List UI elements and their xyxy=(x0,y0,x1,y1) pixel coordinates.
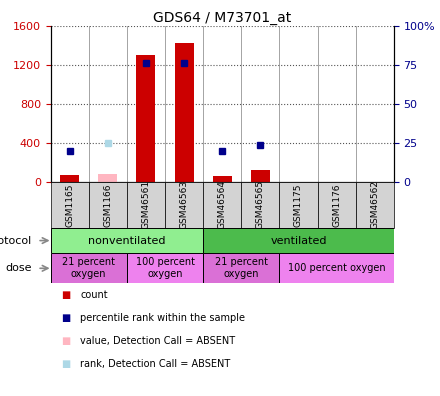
Text: value, Detection Call = ABSENT: value, Detection Call = ABSENT xyxy=(80,336,235,346)
FancyBboxPatch shape xyxy=(89,182,127,228)
Text: nonventilated: nonventilated xyxy=(88,236,165,246)
Text: GSM46563: GSM46563 xyxy=(180,180,189,230)
FancyBboxPatch shape xyxy=(51,253,127,283)
Text: ■: ■ xyxy=(62,313,71,323)
Text: protocol: protocol xyxy=(0,236,32,246)
FancyBboxPatch shape xyxy=(356,182,394,228)
FancyBboxPatch shape xyxy=(241,182,279,228)
Text: GSM1165: GSM1165 xyxy=(65,183,74,227)
FancyBboxPatch shape xyxy=(51,228,203,253)
Text: ■: ■ xyxy=(62,290,71,300)
Text: ■: ■ xyxy=(62,359,71,369)
Text: 100 percent
oxygen: 100 percent oxygen xyxy=(136,257,194,279)
FancyBboxPatch shape xyxy=(165,182,203,228)
Text: 21 percent
oxygen: 21 percent oxygen xyxy=(215,257,268,279)
FancyBboxPatch shape xyxy=(127,182,165,228)
Text: count: count xyxy=(80,290,108,300)
FancyBboxPatch shape xyxy=(203,182,241,228)
Bar xyxy=(251,170,270,182)
Bar xyxy=(213,176,232,182)
Text: ■: ■ xyxy=(62,336,71,346)
Text: GSM1176: GSM1176 xyxy=(332,183,341,227)
Text: GSM1166: GSM1166 xyxy=(103,183,112,227)
FancyBboxPatch shape xyxy=(318,182,356,228)
Text: 21 percent
oxygen: 21 percent oxygen xyxy=(62,257,115,279)
FancyBboxPatch shape xyxy=(203,228,394,253)
Text: dose: dose xyxy=(5,263,32,273)
FancyBboxPatch shape xyxy=(127,253,203,283)
FancyBboxPatch shape xyxy=(279,253,394,283)
Bar xyxy=(98,174,117,182)
Bar xyxy=(175,43,194,182)
Text: percentile rank within the sample: percentile rank within the sample xyxy=(80,313,245,323)
Text: GSM46564: GSM46564 xyxy=(218,181,227,229)
Text: GSM46561: GSM46561 xyxy=(141,180,150,230)
FancyBboxPatch shape xyxy=(203,253,279,283)
Title: GDS64 / M73701_at: GDS64 / M73701_at xyxy=(153,11,291,25)
FancyBboxPatch shape xyxy=(279,182,318,228)
Text: GSM1175: GSM1175 xyxy=(294,183,303,227)
Text: ventilated: ventilated xyxy=(270,236,327,246)
Bar xyxy=(136,55,155,182)
Text: rank, Detection Call = ABSENT: rank, Detection Call = ABSENT xyxy=(80,359,230,369)
FancyBboxPatch shape xyxy=(51,182,89,228)
Text: 100 percent oxygen: 100 percent oxygen xyxy=(288,263,385,273)
Bar xyxy=(60,175,79,182)
Text: GSM46565: GSM46565 xyxy=(256,180,265,230)
Text: GSM46562: GSM46562 xyxy=(370,181,379,229)
